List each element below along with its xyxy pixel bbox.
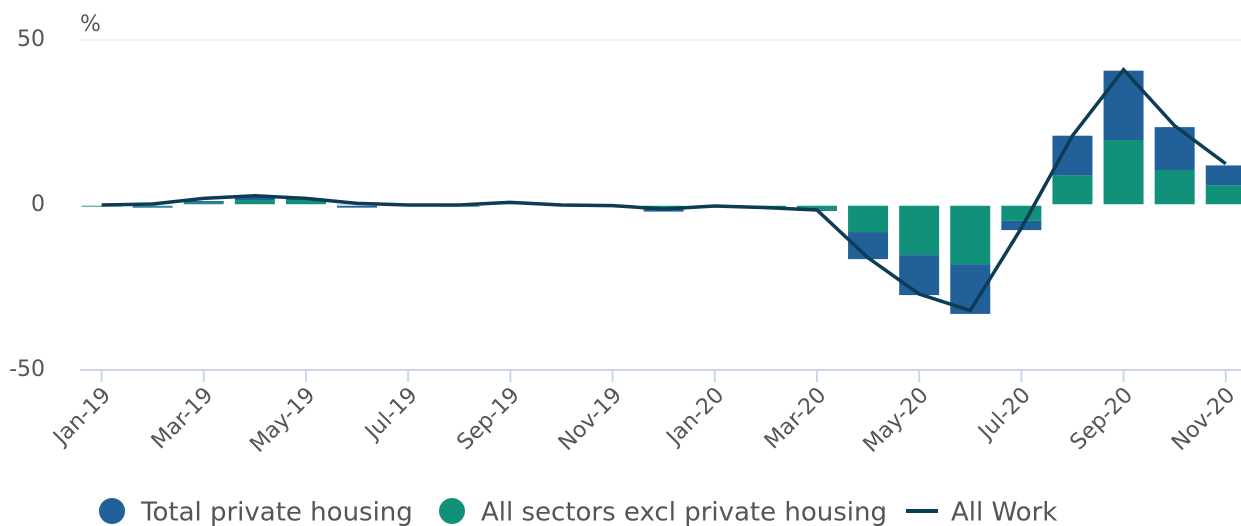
bar (234, 200, 275, 205)
x-tick-label: Nov-20 (1167, 383, 1240, 456)
bar (183, 202, 224, 205)
y-tick-label: -50 (9, 357, 45, 382)
legend-label: Total private housing (140, 498, 413, 526)
bar (183, 201, 224, 203)
x-tick-label: Sep-19 (452, 383, 524, 455)
bar (1154, 127, 1195, 171)
bar (848, 205, 889, 233)
x-tick-label: Mar-19 (147, 383, 218, 454)
bar (132, 205, 173, 207)
bar (796, 205, 837, 210)
x-tick-label: Jul-19 (359, 383, 422, 446)
bar (490, 203, 531, 205)
legend-label: All sectors excl private housing (481, 498, 887, 526)
bar (132, 206, 173, 208)
bar (899, 205, 940, 256)
bar (1103, 70, 1144, 140)
x-tick-label: Sep-20 (1066, 383, 1138, 455)
bar (1205, 165, 1241, 186)
x-tick-label: Nov-19 (554, 383, 627, 456)
legend-label: All Work (951, 498, 1057, 526)
bar (745, 205, 786, 207)
x-tick-label: May-20 (859, 383, 934, 458)
line (101, 66, 1227, 313)
bar (337, 205, 378, 208)
bar (950, 205, 991, 265)
bar (1154, 170, 1195, 205)
x-tick-label: Jul-20 (973, 383, 1036, 446)
bar (285, 200, 326, 205)
bar (81, 205, 122, 207)
x-tick-label: Jan-20 (661, 383, 729, 451)
legend-symbol (439, 498, 465, 524)
x-tick-label: Jan-19 (48, 383, 116, 451)
x-tick-label: Mar-20 (760, 383, 831, 454)
bar (1052, 135, 1093, 176)
x-tick-label: May-19 (245, 383, 320, 458)
bar (643, 205, 684, 208)
unit-label: % (80, 12, 101, 37)
bar (899, 255, 940, 296)
bar (234, 196, 275, 201)
legend-symbol (99, 498, 125, 524)
y-tick-label: 50 (17, 27, 45, 52)
bar (1205, 185, 1241, 205)
bar (1103, 139, 1144, 205)
y-tick-label: 0 (31, 192, 45, 217)
bar (1052, 175, 1093, 205)
bar (1001, 205, 1042, 221)
